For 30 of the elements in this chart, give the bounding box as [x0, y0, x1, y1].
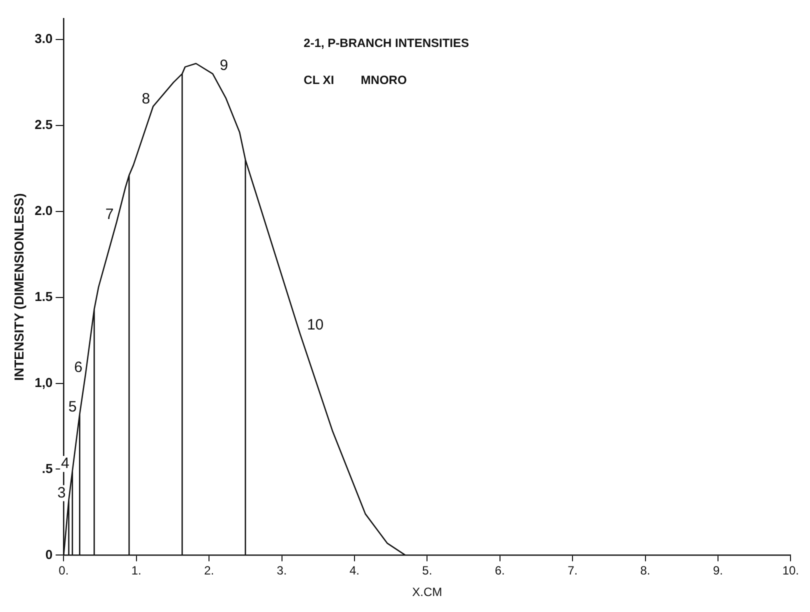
annotation: 6	[74, 358, 82, 376]
y-tick-label: 1.5	[34, 288, 53, 304]
x-tick-label: 5.	[422, 564, 432, 578]
x-tick-label: 6.	[494, 564, 505, 578]
x-tick-label: 3.	[276, 564, 287, 578]
y-axis-title: INTENSITY (DIMENSIONLESS)	[11, 193, 26, 381]
x-tick-label: 0.	[58, 564, 69, 578]
y-tick-label: .5	[42, 460, 53, 476]
y-tick-label: 0	[45, 546, 53, 562]
annotation: 3	[57, 484, 66, 502]
y-tick-label: 2.0	[34, 202, 53, 218]
x-tick-label: 1.	[131, 564, 142, 578]
x-tick-label: 7.	[568, 564, 578, 578]
x-tick-label: 8.	[640, 564, 650, 578]
annotation: 9	[220, 56, 228, 74]
annotation: 10	[306, 316, 324, 334]
annotation: 7	[105, 206, 114, 223]
y-tick-label: 2.5	[34, 116, 53, 132]
x-tick-label: 2.	[204, 564, 214, 578]
x-tick-label: 4.	[349, 564, 360, 578]
annotation: 5	[68, 398, 77, 416]
annotation: 4	[61, 455, 70, 472]
x-tick-label: 9.	[712, 564, 723, 578]
annotation: 8	[142, 90, 150, 108]
text: CL XI MNORO	[304, 73, 407, 88]
x-axis-title: X.CM	[412, 585, 442, 600]
y-tick-label: 1,0	[34, 374, 53, 390]
text: 2-1, P-BRANCH INTENSITIES	[304, 36, 470, 50]
x-tick-label: 10.	[782, 564, 800, 578]
y-tick-label: 3.0	[34, 31, 53, 46]
